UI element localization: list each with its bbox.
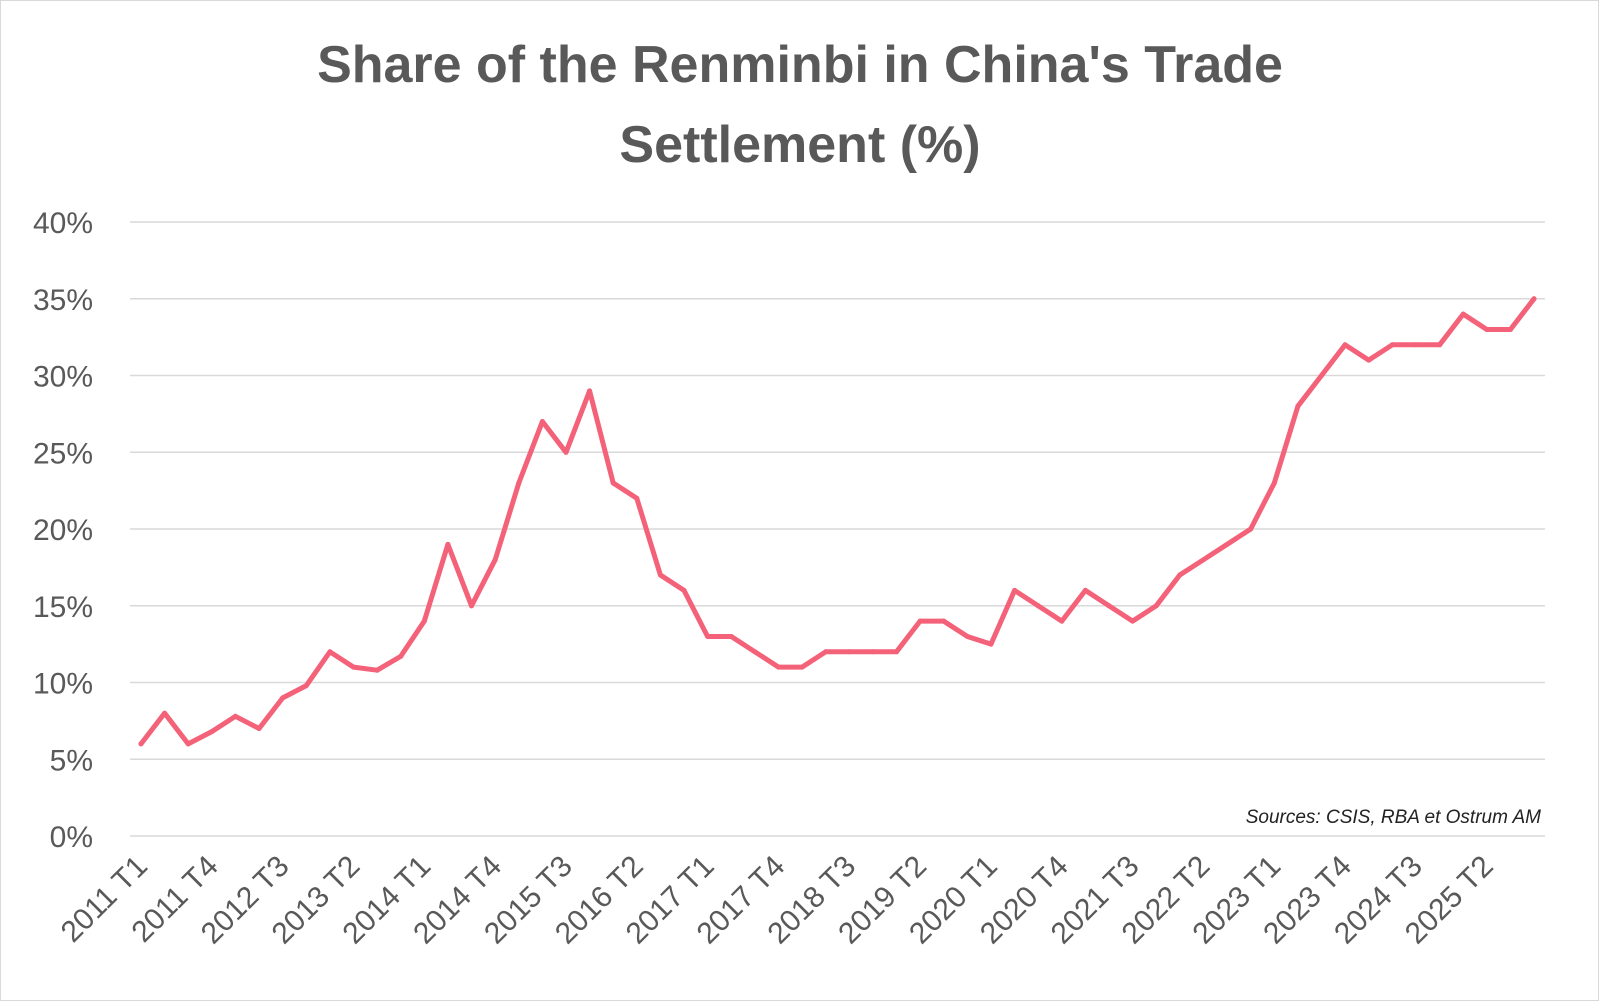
data-point bbox=[1177, 572, 1183, 578]
chart-title-line-2: Settlement (%) bbox=[619, 116, 980, 174]
data-point bbox=[681, 587, 687, 593]
data-point bbox=[988, 641, 994, 647]
series-layer bbox=[138, 296, 1537, 747]
data-point bbox=[846, 649, 852, 655]
data-point bbox=[1319, 373, 1324, 378]
data-point bbox=[1106, 603, 1112, 609]
y-tick-label: 20% bbox=[33, 514, 93, 547]
data-point bbox=[610, 480, 616, 486]
y-tick-label: 15% bbox=[33, 591, 93, 624]
data-point bbox=[964, 634, 970, 639]
data-point bbox=[232, 713, 238, 719]
data-point bbox=[823, 649, 829, 655]
data-point bbox=[870, 649, 876, 655]
y-axis-ticks: 0% 5% 10% 15% 20% 25% 30% 35% 40% bbox=[33, 207, 93, 854]
data-point bbox=[587, 388, 593, 394]
data-point bbox=[776, 664, 781, 670]
data-point bbox=[539, 419, 545, 424]
data-point bbox=[799, 664, 805, 670]
data-point bbox=[705, 634, 711, 639]
series-line bbox=[138, 296, 1537, 747]
data-point bbox=[1130, 618, 1136, 624]
data-point bbox=[492, 557, 498, 563]
data-point bbox=[398, 653, 404, 659]
data-point bbox=[209, 729, 215, 735]
y-tick-label: 10% bbox=[33, 668, 93, 701]
data-point bbox=[1460, 311, 1466, 317]
gridlines bbox=[130, 221, 1545, 837]
data-point bbox=[1342, 342, 1348, 348]
data-point bbox=[374, 667, 380, 673]
y-tick-label: 25% bbox=[33, 437, 93, 470]
source-note: Sources: CSIS, RBA et Ostrum AM bbox=[1246, 807, 1541, 828]
data-point bbox=[469, 603, 474, 609]
data-point bbox=[1484, 327, 1490, 332]
data-point bbox=[1224, 541, 1230, 547]
data-point bbox=[1201, 557, 1206, 563]
chart-title-line-1: Share of the Renminbi in China's Trade bbox=[317, 36, 1283, 94]
data-point bbox=[657, 572, 663, 578]
data-point bbox=[728, 634, 734, 639]
data-point bbox=[445, 541, 451, 547]
data-point bbox=[752, 649, 758, 655]
data-point bbox=[280, 695, 286, 701]
y-tick-label: 5% bbox=[50, 744, 93, 777]
data-point bbox=[1059, 618, 1065, 624]
y-tick-label: 30% bbox=[33, 361, 93, 394]
data-point bbox=[421, 618, 427, 624]
data-point bbox=[162, 710, 168, 716]
y-tick-label: 40% bbox=[33, 207, 93, 240]
data-point bbox=[1531, 296, 1537, 302]
data-point bbox=[256, 726, 262, 731]
data-point bbox=[516, 480, 522, 486]
data-point bbox=[1248, 526, 1254, 532]
y-tick-label: 35% bbox=[33, 284, 93, 317]
data-point bbox=[1271, 480, 1277, 486]
data-point bbox=[1389, 342, 1395, 348]
data-point bbox=[138, 741, 144, 747]
data-point bbox=[327, 649, 333, 655]
data-point bbox=[1437, 342, 1443, 348]
data-point bbox=[1366, 357, 1372, 363]
data-point bbox=[1012, 587, 1018, 593]
data-point bbox=[917, 618, 923, 624]
data-point bbox=[1295, 403, 1301, 409]
data-point bbox=[563, 449, 569, 455]
data-point bbox=[1153, 603, 1159, 609]
data-point bbox=[1507, 327, 1513, 332]
data-point bbox=[303, 683, 309, 689]
data-point bbox=[894, 649, 899, 655]
y-tick-label: 0% bbox=[50, 821, 93, 854]
data-point bbox=[351, 664, 356, 670]
data-point bbox=[1413, 342, 1419, 348]
data-point bbox=[634, 495, 640, 501]
data-point bbox=[1035, 603, 1041, 609]
data-point bbox=[1082, 587, 1088, 593]
data-point bbox=[185, 741, 191, 747]
data-point bbox=[941, 618, 947, 624]
